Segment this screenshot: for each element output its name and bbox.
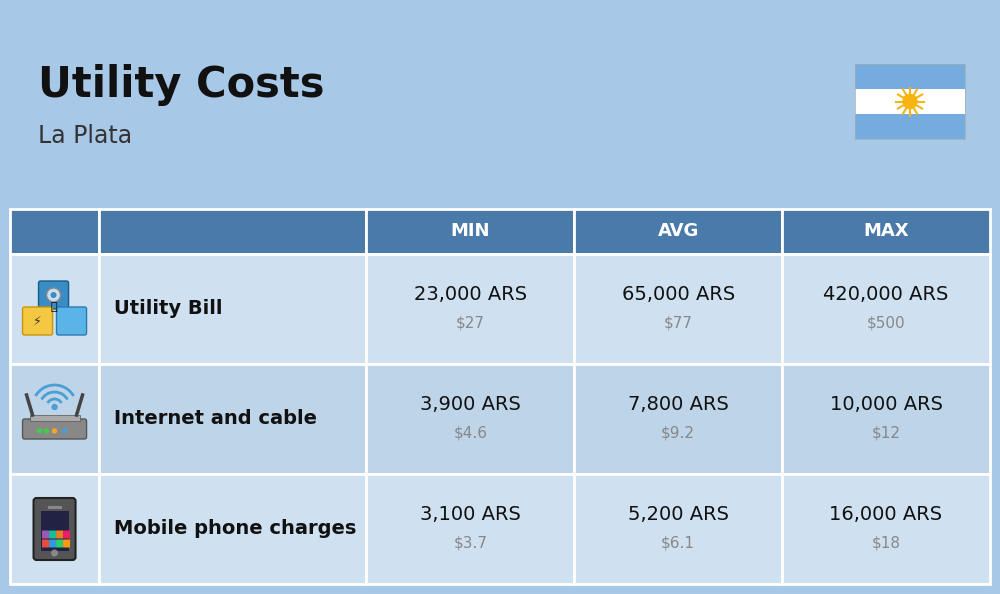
Circle shape: [51, 292, 57, 298]
Bar: [782, 474, 990, 584]
FancyBboxPatch shape: [23, 307, 53, 335]
Text: 3,900 ARS: 3,900 ARS: [420, 396, 521, 415]
Text: Utility Bill: Utility Bill: [114, 299, 223, 318]
Text: 7,800 ARS: 7,800 ARS: [628, 396, 729, 415]
Bar: [574, 474, 782, 584]
Bar: [366, 364, 574, 474]
Circle shape: [63, 429, 67, 433]
Circle shape: [38, 429, 42, 433]
Text: Internet and cable: Internet and cable: [114, 409, 317, 428]
Text: $6.1: $6.1: [661, 536, 695, 551]
Text: 10,000 ARS: 10,000 ARS: [830, 396, 943, 415]
Text: $27: $27: [456, 315, 485, 330]
Bar: [574, 364, 782, 474]
Text: 420,000 ARS: 420,000 ARS: [823, 286, 949, 305]
Text: 3,100 ARS: 3,100 ARS: [420, 505, 521, 525]
Circle shape: [45, 429, 49, 433]
Text: La Plata: La Plata: [38, 124, 132, 148]
Bar: [366, 209, 574, 254]
Circle shape: [53, 429, 57, 433]
Text: Mobile phone charges: Mobile phone charges: [114, 520, 356, 539]
Text: MAX: MAX: [863, 223, 909, 241]
FancyBboxPatch shape: [23, 419, 87, 439]
Bar: [10, 209, 99, 254]
FancyBboxPatch shape: [63, 539, 70, 548]
Bar: [855, 64, 965, 89]
Bar: [574, 254, 782, 364]
Text: AVG: AVG: [657, 223, 699, 241]
FancyBboxPatch shape: [57, 307, 87, 335]
FancyBboxPatch shape: [63, 530, 70, 539]
FancyBboxPatch shape: [42, 530, 49, 539]
Text: Utility Costs: Utility Costs: [38, 64, 324, 106]
FancyBboxPatch shape: [42, 539, 49, 548]
Bar: [782, 364, 990, 474]
Text: $18: $18: [872, 536, 901, 551]
FancyBboxPatch shape: [56, 539, 63, 548]
Bar: [574, 209, 782, 254]
Text: 5,200 ARS: 5,200 ARS: [628, 505, 729, 525]
FancyBboxPatch shape: [34, 498, 76, 560]
Bar: [99, 474, 366, 584]
Circle shape: [52, 405, 57, 409]
Text: $3.7: $3.7: [453, 536, 487, 551]
Text: ⚡: ⚡: [33, 314, 42, 327]
Bar: [855, 89, 965, 114]
Text: $77: $77: [664, 315, 693, 330]
FancyBboxPatch shape: [49, 539, 56, 548]
Text: $9.2: $9.2: [661, 425, 695, 441]
Text: 16,000 ARS: 16,000 ARS: [829, 505, 943, 525]
Bar: [855, 64, 965, 139]
Bar: [10, 364, 99, 474]
Bar: [782, 254, 990, 364]
Text: 23,000 ARS: 23,000 ARS: [414, 286, 527, 305]
FancyBboxPatch shape: [49, 530, 56, 539]
Text: 👤: 👤: [50, 302, 57, 312]
Bar: [48, 506, 62, 509]
Bar: [99, 364, 366, 474]
Bar: [10, 474, 99, 584]
Bar: [99, 209, 366, 254]
Text: $4.6: $4.6: [453, 425, 487, 441]
Bar: [41, 511, 69, 551]
Bar: [366, 474, 574, 584]
Text: $500: $500: [867, 315, 905, 330]
Bar: [855, 114, 965, 139]
Text: 65,000 ARS: 65,000 ARS: [622, 286, 735, 305]
Circle shape: [47, 288, 61, 302]
Bar: [10, 254, 99, 364]
Text: MIN: MIN: [451, 223, 490, 241]
FancyBboxPatch shape: [39, 281, 69, 309]
Bar: [366, 254, 574, 364]
Circle shape: [51, 549, 58, 557]
FancyBboxPatch shape: [56, 530, 63, 539]
Bar: [30, 415, 80, 421]
Circle shape: [903, 94, 917, 109]
Text: $12: $12: [872, 425, 901, 441]
Bar: [782, 209, 990, 254]
Bar: [99, 254, 366, 364]
